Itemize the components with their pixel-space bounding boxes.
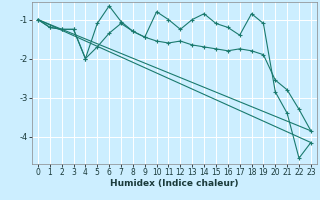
X-axis label: Humidex (Indice chaleur): Humidex (Indice chaleur) [110,179,239,188]
